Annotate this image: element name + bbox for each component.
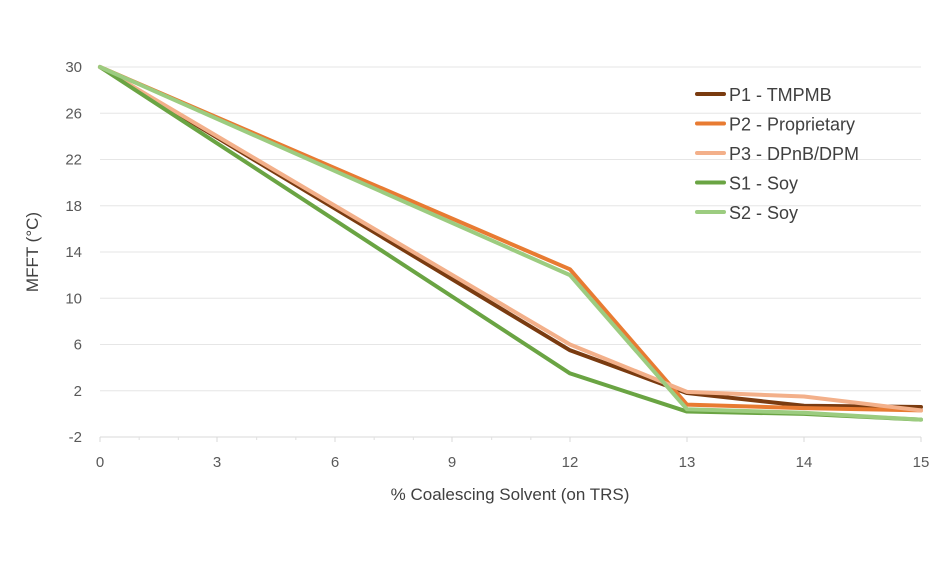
- legend-label: P3 - DPnB/DPM: [729, 144, 859, 164]
- y-tick-label: 30: [65, 59, 82, 76]
- x-tick-label: 9: [448, 454, 456, 471]
- legend-label: P2 - Proprietary: [729, 115, 855, 135]
- y-tick-label: -2: [69, 429, 82, 446]
- x-tick-label: 12: [562, 454, 579, 471]
- x-tick-label: 14: [796, 454, 813, 471]
- y-tick-label: 14: [65, 244, 82, 261]
- x-tick-label: 13: [679, 454, 696, 471]
- x-tick-labels: 0 3 6 9 12 13 14 15: [96, 454, 930, 471]
- x-tick-label: 3: [213, 454, 221, 471]
- axes: [99, 436, 922, 442]
- y-tick-label: 26: [65, 105, 82, 122]
- x-tick-label: 15: [913, 454, 930, 471]
- y-tick-labels: 30 26 22 18 14 10 6 2 -2: [65, 59, 82, 446]
- legend-label: S1 - Soy: [729, 174, 798, 194]
- y-tick-label: 22: [65, 152, 82, 169]
- y-tick-label: 18: [65, 198, 82, 215]
- x-axis-title: % Coalescing Solvent (on TRS): [391, 485, 630, 504]
- series-line-2: [98, 65, 923, 413]
- y-tick-label: 2: [74, 383, 82, 400]
- legend-label: P1 - TMPMB: [729, 85, 832, 105]
- x-tick-label: 0: [96, 454, 104, 471]
- y-axis-title: MFFT (°C): [23, 212, 42, 292]
- legend: P1 - TMPMB P2 - Proprietary P3 - DPnB/DPM S…: [695, 85, 859, 223]
- series-line-3: [98, 65, 923, 413]
- series-line-5: [98, 65, 923, 422]
- y-tick-label: 6: [74, 337, 82, 354]
- series-lines: [98, 65, 923, 422]
- x-tick-label: 6: [331, 454, 339, 471]
- legend-label: S2 - Soy: [729, 203, 798, 223]
- y-tick-label: 10: [65, 290, 82, 307]
- gridlines: [100, 66, 921, 392]
